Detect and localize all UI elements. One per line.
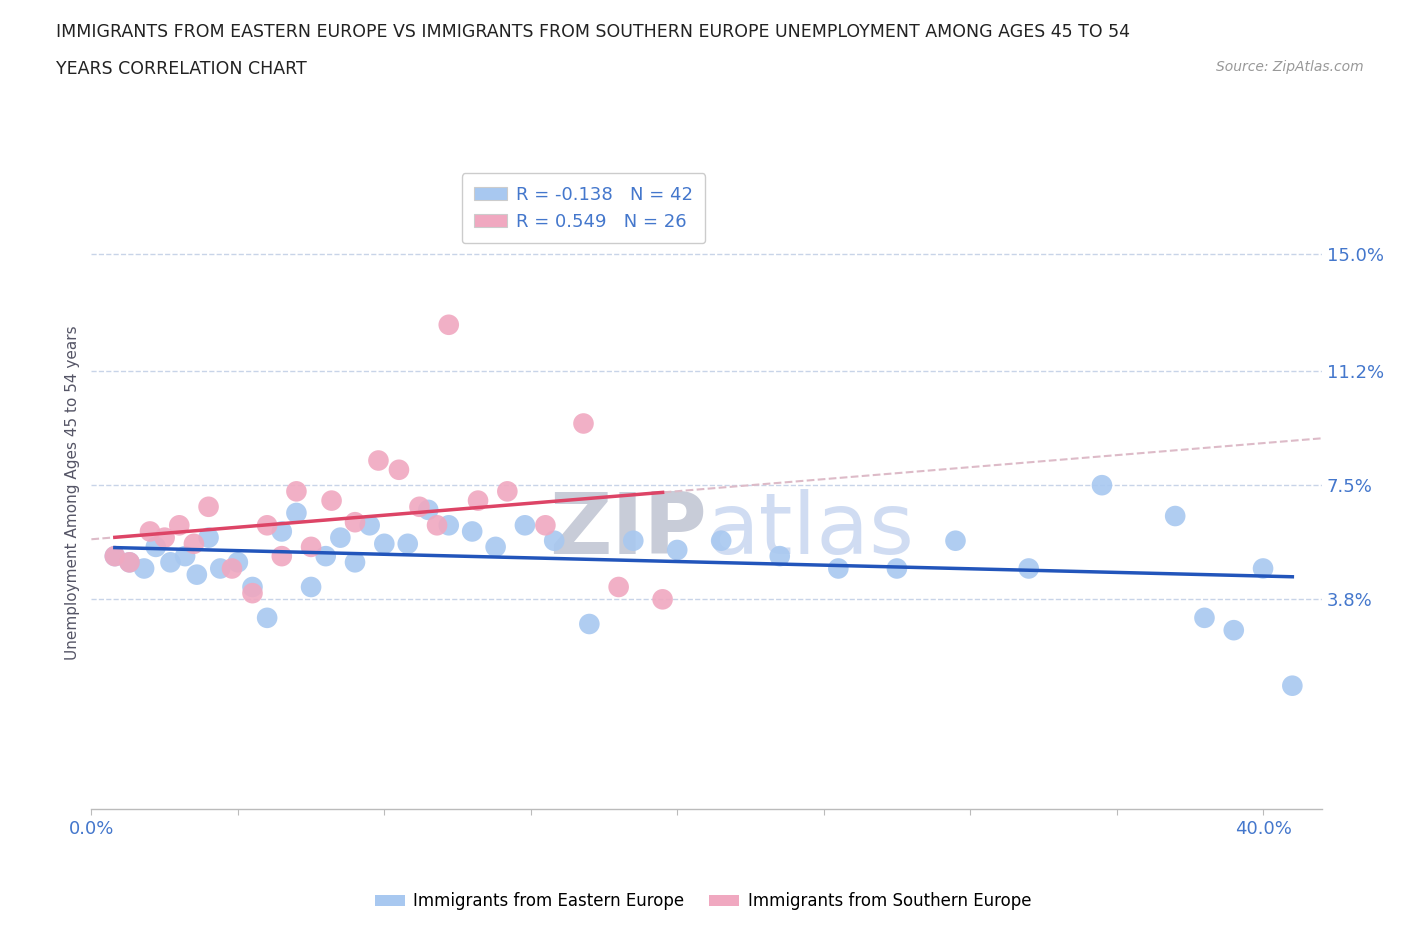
Point <box>169 518 191 533</box>
Point <box>256 610 278 625</box>
Point <box>496 484 519 498</box>
Point <box>226 555 249 570</box>
Point <box>285 484 308 498</box>
Point <box>139 524 162 538</box>
Point <box>1018 561 1040 576</box>
Point <box>315 549 337 564</box>
Point <box>242 586 264 601</box>
Point <box>153 530 176 545</box>
Point <box>437 317 460 332</box>
Point <box>437 518 460 533</box>
Point <box>827 561 849 576</box>
Point <box>270 524 292 538</box>
Point <box>1164 509 1187 524</box>
Point <box>104 549 127 564</box>
Point <box>197 530 219 545</box>
Point <box>513 518 536 533</box>
Legend: R = -0.138   N = 42, R = 0.549   N = 26: R = -0.138 N = 42, R = 0.549 N = 26 <box>461 173 706 244</box>
Point <box>426 518 449 533</box>
Point <box>769 549 792 564</box>
Point <box>1281 678 1303 693</box>
Text: atlas: atlas <box>706 489 914 572</box>
Point <box>174 549 197 564</box>
Point <box>285 506 308 521</box>
Point <box>299 539 322 554</box>
Point <box>710 533 733 548</box>
Point <box>242 579 264 594</box>
Point <box>886 561 908 576</box>
Point <box>578 617 600 631</box>
Point <box>118 555 141 570</box>
Point <box>197 499 219 514</box>
Point <box>408 499 430 514</box>
Point <box>1194 610 1216 625</box>
Y-axis label: Unemployment Among Ages 45 to 54 years: Unemployment Among Ages 45 to 54 years <box>65 326 80 660</box>
Text: IMMIGRANTS FROM EASTERN EUROPE VS IMMIGRANTS FROM SOUTHERN EUROPE UNEMPLOYMENT A: IMMIGRANTS FROM EASTERN EUROPE VS IMMIGR… <box>56 23 1130 41</box>
Point <box>1222 623 1246 638</box>
Point <box>418 502 440 517</box>
Point <box>572 416 595 431</box>
Point <box>209 561 232 576</box>
Point <box>1251 561 1274 576</box>
Point <box>183 537 205 551</box>
Point <box>666 542 689 557</box>
Point <box>388 462 411 477</box>
Point <box>1091 478 1114 493</box>
Point <box>118 555 141 570</box>
Point <box>484 539 506 554</box>
Point <box>651 591 673 606</box>
Point <box>467 493 489 508</box>
Text: Source: ZipAtlas.com: Source: ZipAtlas.com <box>1216 60 1364 74</box>
Point <box>343 515 366 530</box>
Point <box>186 567 208 582</box>
Text: YEARS CORRELATION CHART: YEARS CORRELATION CHART <box>56 60 307 78</box>
Point <box>270 549 292 564</box>
Point <box>104 549 127 564</box>
Point <box>373 537 395 551</box>
Point <box>256 518 278 533</box>
Point <box>299 579 322 594</box>
Point <box>367 453 389 468</box>
Point <box>396 537 419 551</box>
Point <box>145 539 167 554</box>
Point <box>132 561 155 576</box>
Legend: Immigrants from Eastern Europe, Immigrants from Southern Europe: Immigrants from Eastern Europe, Immigran… <box>368 885 1038 917</box>
Point <box>221 561 243 576</box>
Point <box>321 493 343 508</box>
Point <box>159 555 181 570</box>
Point <box>461 524 484 538</box>
Point <box>359 518 381 533</box>
Point <box>945 533 967 548</box>
Text: ZIP: ZIP <box>548 489 706 572</box>
Point <box>343 555 366 570</box>
Point <box>543 533 565 548</box>
Point <box>621 533 644 548</box>
Point <box>534 518 557 533</box>
Point <box>329 530 352 545</box>
Point <box>607 579 630 594</box>
